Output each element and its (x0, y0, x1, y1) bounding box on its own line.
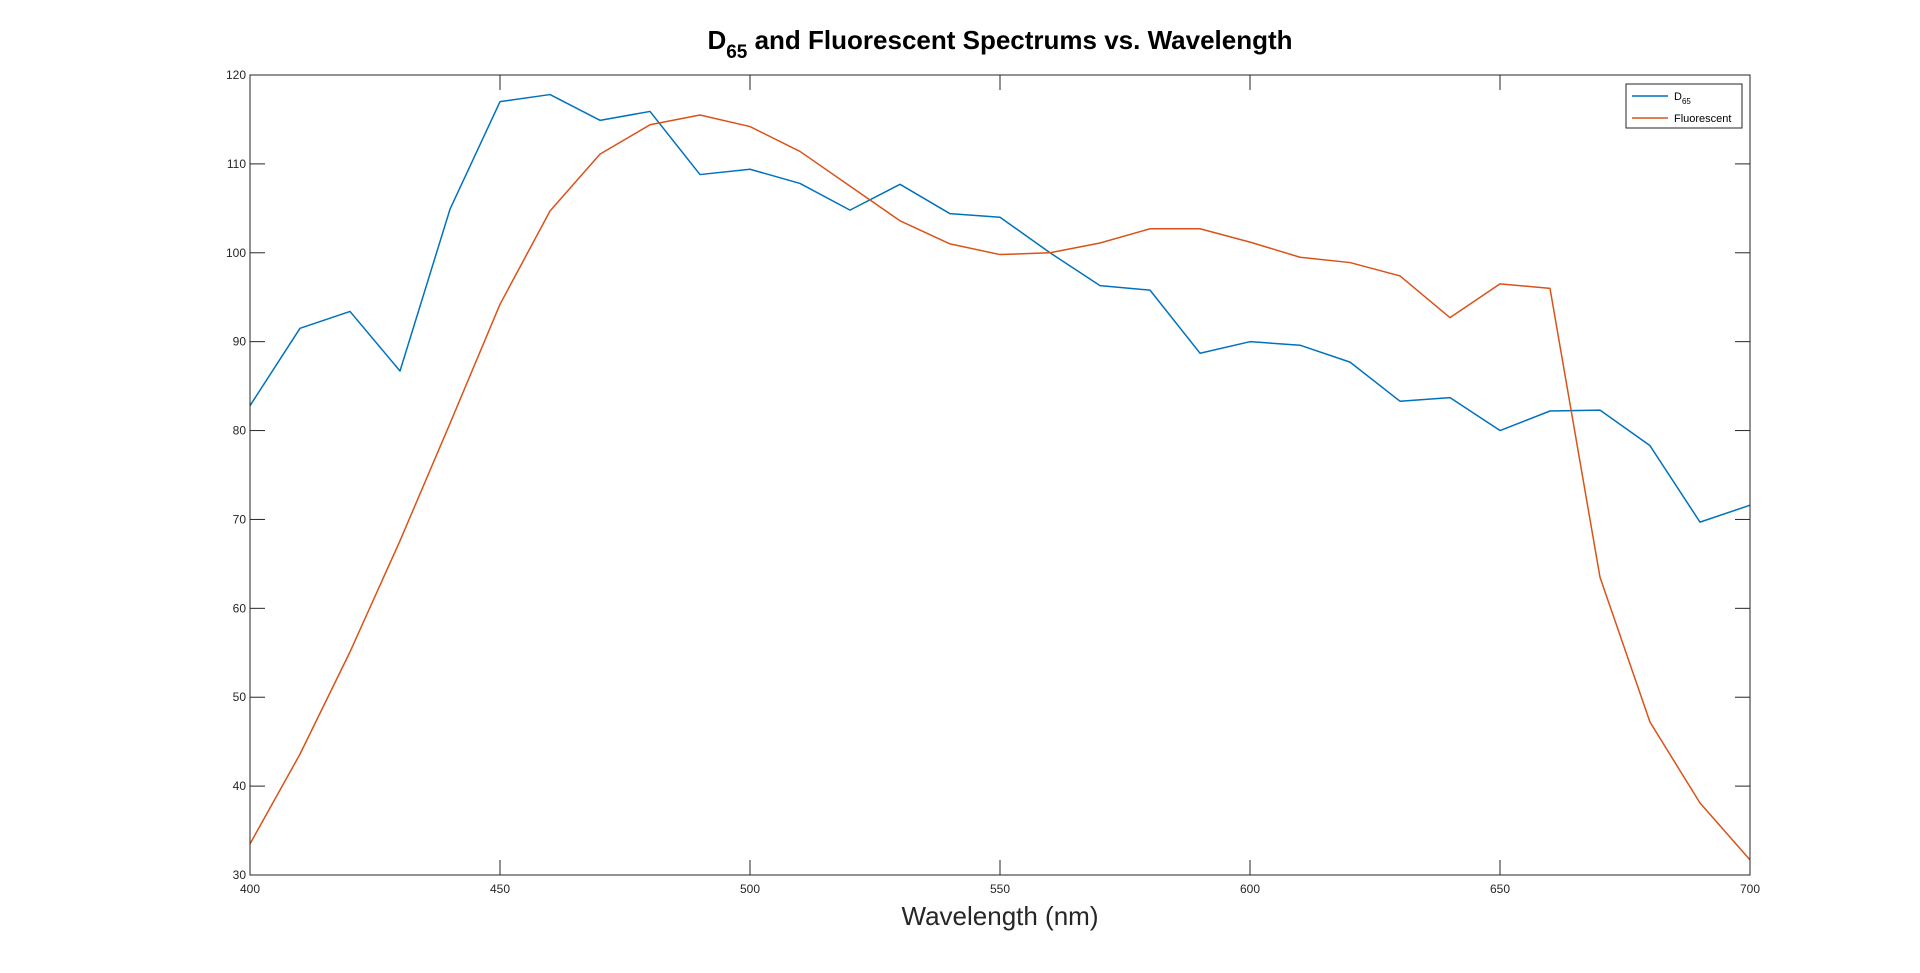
x-tick-label: 400 (240, 882, 260, 896)
chart-title-prefix: D (707, 25, 726, 55)
y-tick-label: 70 (233, 512, 247, 526)
y-tick-label: 110 (227, 157, 246, 171)
series-layer (249, 93, 1751, 861)
y-tick-label: 50 (233, 690, 247, 704)
legend-label-d65: D65 (1674, 91, 1691, 106)
chart-title-subscript: 65 (726, 42, 748, 63)
x-axis-label: Wavelength (nm) (902, 901, 1099, 931)
series-line-fluorescent (249, 114, 1751, 861)
y-tick-label: 90 (233, 335, 247, 349)
y-tick-label: 80 (233, 424, 247, 438)
legend: D65 Fluorescent (1625, 83, 1743, 129)
y-tick-label: 60 (233, 601, 247, 615)
legend-box (1625, 83, 1743, 129)
x-tick-label: 550 (990, 882, 1010, 896)
plot-area (250, 75, 1750, 875)
x-tick-label: 450 (490, 882, 510, 896)
legend-label-fluorescent: Fluorescent (1674, 113, 1731, 125)
x-tick-label: 650 (1490, 882, 1510, 896)
chart-title-rest: and Fluorescent Spectrums vs. Wavelength (747, 25, 1292, 55)
x-tick-label: 700 (1740, 882, 1760, 896)
legend-label-fluorescent-text: Fluorescent (1674, 113, 1731, 125)
ticks-layer: 400 450 500 550 600 650 700 30 40 50 60 70 80 90 100 11… (226, 68, 1760, 896)
chart-title: D65 and Fluorescent Spectrums vs. Wavele… (707, 25, 1292, 63)
legend-label-d65-prefix: D (1674, 91, 1682, 103)
y-tick-label: 100 (226, 246, 246, 260)
series-line-d65 (249, 93, 1751, 523)
y-tick-label: 30 (233, 868, 247, 882)
y-tick-label: 40 (233, 779, 247, 793)
x-tick-label: 500 (740, 882, 760, 896)
legend-label-d65-subscript: 65 (1682, 97, 1691, 106)
x-tick-label: 600 (1240, 882, 1260, 896)
y-tick-label: 120 (226, 68, 246, 82)
